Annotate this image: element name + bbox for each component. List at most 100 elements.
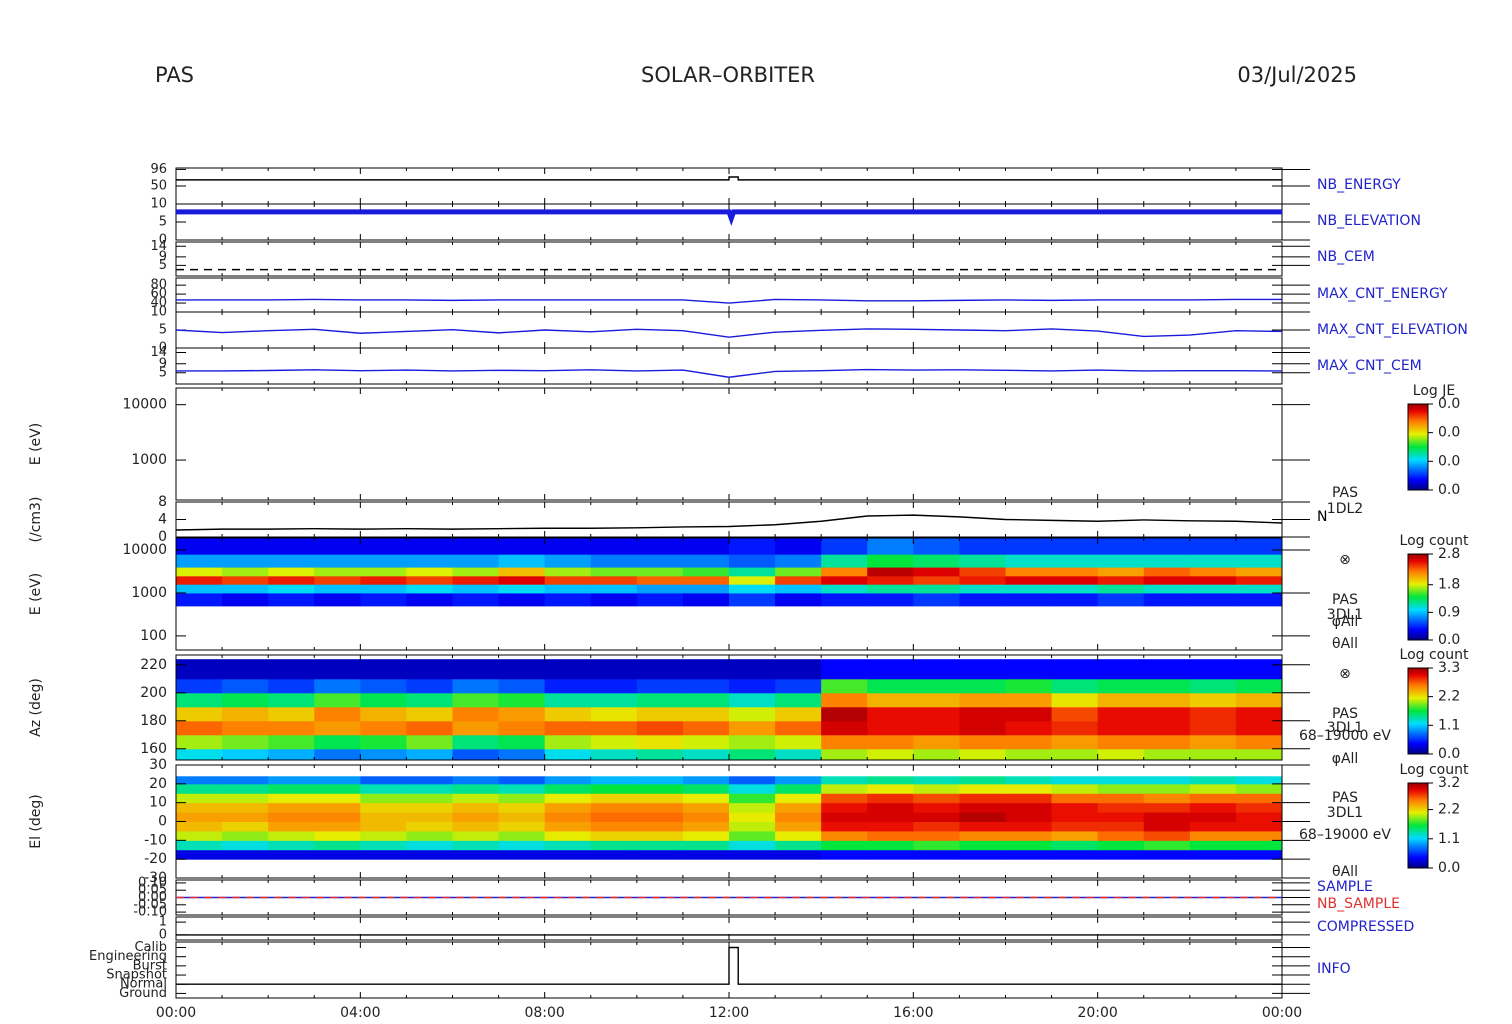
heatmap-cell <box>1051 567 1099 577</box>
heatmap-cell <box>1005 678 1053 694</box>
heatmap-cell <box>1235 830 1283 841</box>
colorbar-title: Log count <box>1400 533 1469 549</box>
heatmap-cell <box>268 812 315 822</box>
side-label: φAll <box>1332 614 1359 630</box>
heatmap-cell <box>452 538 500 555</box>
heatmap-cell <box>959 575 1006 585</box>
heatmap-cell <box>176 802 223 813</box>
x-tick-label: 08:00 <box>524 1005 564 1020</box>
heatmap-cell <box>544 678 592 694</box>
heatmap-cell <box>913 776 960 785</box>
y-tick-label: Calib <box>134 940 167 955</box>
heatmap-cell <box>913 554 960 568</box>
heatmap-cell <box>176 706 223 722</box>
heatmap-cell <box>636 706 684 722</box>
side-label: θAll <box>1332 864 1358 880</box>
heatmap-cell <box>1097 849 1145 860</box>
heatmap-cell <box>222 812 269 822</box>
side-label: θAll <box>1332 636 1358 652</box>
heatmap-cell <box>682 692 730 708</box>
heatmap-cell <box>913 849 960 860</box>
heatmap-cell <box>636 776 684 785</box>
heatmap-cell <box>1235 821 1283 832</box>
y-tick-label: -0.10 <box>133 905 167 920</box>
heatmap-cell <box>544 734 592 750</box>
panel-frame <box>175 387 1283 501</box>
heatmap-cell <box>636 584 684 594</box>
heatmap-cell <box>1235 678 1283 694</box>
y-tick-label: -0.05 <box>133 897 167 912</box>
heatmap-cell <box>406 575 453 585</box>
heatmap-cell <box>1235 575 1283 585</box>
heatmap-cell <box>1235 734 1283 750</box>
y-axis-label: (/cm3) <box>28 497 44 543</box>
heatmap-cell <box>729 793 776 804</box>
heatmap-cell <box>1051 584 1099 594</box>
heatmap-cell <box>1189 840 1237 851</box>
heatmap-cell <box>1143 575 1191 585</box>
y-tick-label: -30 <box>144 870 167 886</box>
heatmap-cell <box>1143 734 1191 750</box>
series-name: N <box>1317 509 1327 525</box>
heatmap-cell <box>913 802 960 813</box>
heatmap-cell <box>1189 783 1237 794</box>
heatmap-cell <box>1005 575 1053 585</box>
heatmap-cell <box>821 734 868 750</box>
heatmap-cell <box>176 584 223 594</box>
heatmap-cell <box>636 793 684 804</box>
heatmap-cell <box>222 567 269 577</box>
heatmap-cell <box>1235 720 1283 736</box>
heatmap-cell <box>222 748 269 761</box>
heatmap-cell <box>1005 692 1053 708</box>
heatmap-cell <box>406 812 453 822</box>
side-label: 3DL1 <box>1327 607 1363 623</box>
heatmap-cell <box>222 706 269 722</box>
heatmap-cell <box>682 678 730 694</box>
side-label: PAS <box>1332 790 1358 806</box>
heatmap-cell <box>590 659 638 680</box>
heatmap-cell <box>775 776 822 785</box>
heatmap-cell <box>775 840 822 851</box>
heatmap-cell <box>360 849 407 860</box>
heatmap-cell <box>222 678 269 694</box>
series-name: NB_ELEVATION <box>1317 213 1421 229</box>
heatmap-cell <box>1235 692 1283 708</box>
heatmap-cell <box>821 802 868 813</box>
colorbar-tick-label: 0.0 <box>1438 396 1460 412</box>
heatmap-cell <box>1143 706 1191 722</box>
heatmap-cell <box>1189 575 1237 585</box>
heatmap-cell <box>775 706 822 722</box>
heatmap-cell <box>682 802 730 813</box>
heatmap-cell <box>636 849 684 860</box>
heatmap-cell <box>314 659 361 680</box>
heatmap-cell <box>1235 776 1283 785</box>
colorbar-tick-label: 0.0 <box>1438 453 1460 469</box>
heatmap-cell <box>314 538 361 555</box>
y-axis-label: E (eV) <box>28 423 44 465</box>
heatmap-cell <box>498 692 546 708</box>
y-tick-label: 60 <box>150 287 167 302</box>
heatmap-cell <box>360 776 407 785</box>
heatmap-cell <box>636 659 684 680</box>
heatmap-cell <box>176 812 223 822</box>
heatmap-cell <box>544 849 592 860</box>
y-tick-label: 0 <box>159 341 167 356</box>
heatmap-cell <box>222 659 269 680</box>
y-tick-label: 10 <box>150 305 167 320</box>
y-tick-label: 20 <box>149 776 167 792</box>
heatmap-cell <box>314 678 361 694</box>
heatmap-cell <box>1051 538 1099 555</box>
heatmap-cell <box>1097 783 1145 794</box>
heatmap-cell <box>222 793 269 804</box>
heatmap-cell <box>636 567 684 577</box>
heatmap-cell <box>498 840 546 851</box>
heatmap-cell <box>1005 783 1053 794</box>
heatmap-cell <box>544 802 592 813</box>
y-axis-label: El (deg) <box>28 794 44 849</box>
y-tick-label: 14 <box>150 345 167 360</box>
heatmap-cell <box>452 554 500 568</box>
heatmap-cell <box>1051 554 1099 568</box>
heatmap-cell <box>268 783 315 794</box>
heatmap-cell <box>590 584 638 594</box>
